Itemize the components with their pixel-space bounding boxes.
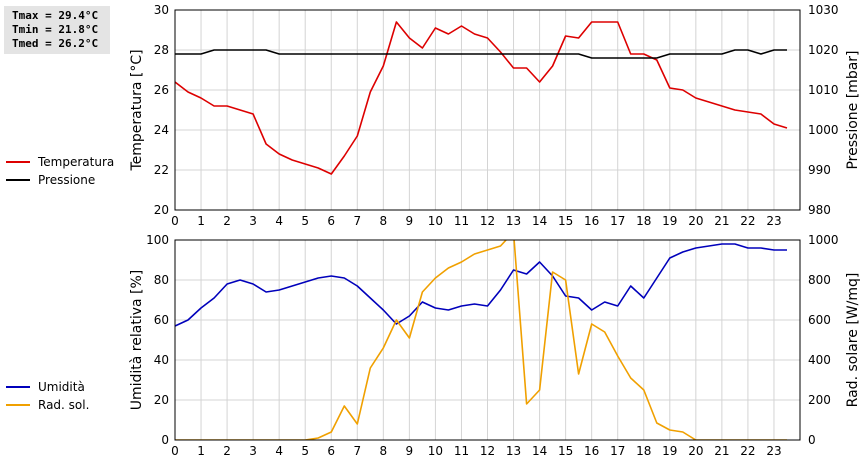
left-tick-label: 100 <box>146 233 169 247</box>
x-tick-label: 11 <box>454 214 469 228</box>
right-tick-label: 1010 <box>808 83 839 97</box>
x-tick-label: 9 <box>406 444 414 458</box>
legend-label: Umidità <box>38 380 85 394</box>
x-tick-label: 23 <box>766 214 781 228</box>
x-tick-label: 15 <box>558 214 573 228</box>
x-tick-label: 19 <box>662 214 677 228</box>
legend-label: Pressione <box>38 173 95 187</box>
x-tick-label: 0 <box>171 444 179 458</box>
x-tick-label: 12 <box>480 444 495 458</box>
stats-box: Tmax = 29.4°C Tmin = 21.8°C Tmed = 26.2°… <box>4 6 110 54</box>
x-tick-label: 17 <box>610 214 625 228</box>
x-tick-label: 3 <box>249 214 257 228</box>
x-tick-label: 21 <box>714 444 729 458</box>
right-tick-label: 1000 <box>808 123 839 137</box>
x-tick-label: 18 <box>636 214 651 228</box>
series-line-umidit <box>175 243 787 327</box>
right-tick-label: 600 <box>808 313 831 327</box>
x-tick-label: 23 <box>766 444 781 458</box>
x-tick-label: 22 <box>740 214 755 228</box>
plot-frame <box>174 239 801 441</box>
x-tick-label: 11 <box>454 444 469 458</box>
left-tick-label: 20 <box>154 203 169 217</box>
x-tick-label: 20 <box>688 444 703 458</box>
right-tick-label: 1020 <box>808 43 839 57</box>
right-tick-label: 990 <box>808 163 831 177</box>
left-tick-label: 40 <box>154 353 169 367</box>
right-tick-label: 1030 <box>808 3 839 17</box>
chart-panel-2: 0 1 2 3 4 5 6 7 8 9 10 11 12 13 14 15 16 17 18 19 20 21 22 2302… <box>6 233 860 458</box>
x-tick-label: 7 <box>353 444 361 458</box>
x-tick-label: 14 <box>532 444 547 458</box>
plot-frame <box>174 9 801 211</box>
right-tick-label: 0 <box>808 433 816 447</box>
x-tick-label: 13 <box>506 444 521 458</box>
legend-label: Rad. sol. <box>38 398 89 412</box>
left-tick-label: 24 <box>154 123 169 137</box>
x-tick-label: 3 <box>249 444 257 458</box>
x-tick-label: 6 <box>327 444 335 458</box>
right-tick-label: 800 <box>808 273 831 287</box>
left-axis-label: Temperatura [°C] <box>129 49 145 171</box>
left-tick-label: 20 <box>154 393 169 407</box>
legend-label: Temperatura <box>37 155 114 169</box>
left-axis-label: Umidità relativa [%] <box>129 270 145 411</box>
x-tick-label: 6 <box>327 214 335 228</box>
right-tick-label: 200 <box>808 393 831 407</box>
left-tick-label: 28 <box>154 43 169 57</box>
series-line-pressione <box>175 49 787 59</box>
left-tick-label: 26 <box>154 83 169 97</box>
x-tick-label: 9 <box>406 214 414 228</box>
x-tick-label: 8 <box>380 444 388 458</box>
x-tick-label: 10 <box>428 214 443 228</box>
x-tick-label: 5 <box>301 214 309 228</box>
tmin-text: Tmin = 21.8°C <box>12 23 99 36</box>
x-tick-label: 14 <box>532 214 547 228</box>
x-tick-label: 2 <box>223 214 231 228</box>
x-tick-label: 15 <box>558 444 573 458</box>
x-tick-label: 4 <box>275 214 283 228</box>
x-tick-label: 21 <box>714 214 729 228</box>
chart-panel-1: 0 1 2 3 4 5 6 7 8 9 10 11 12 13 14 15 16 17 18 19 20 21 22 2320… <box>6 3 860 228</box>
left-tick-label: 22 <box>154 163 169 177</box>
x-tick-label: 2 <box>223 444 231 458</box>
series-line-temperatura <box>175 21 788 175</box>
right-tick-label: 980 <box>808 203 831 217</box>
x-tick-label: 20 <box>688 214 703 228</box>
x-tick-label: 16 <box>584 214 599 228</box>
tmax-text: Tmax = 29.4°C <box>12 9 99 22</box>
x-tick-label: 17 <box>610 444 625 458</box>
x-tick-label: 22 <box>740 444 755 458</box>
x-tick-label: 7 <box>353 214 361 228</box>
x-tick-label: 18 <box>636 444 651 458</box>
tmed-text: Tmed = 26.2°C <box>12 37 99 50</box>
right-axis-label: Pressione [mbar] <box>845 50 860 169</box>
right-axis-label: Rad. solare [W/mq] <box>845 273 860 408</box>
x-tick-label: 12 <box>480 214 495 228</box>
left-tick-label: 30 <box>154 3 169 17</box>
x-tick-label: 19 <box>662 444 677 458</box>
x-tick-label: 0 <box>171 214 179 228</box>
x-tick-label: 10 <box>428 444 443 458</box>
x-tick-label: 13 <box>506 214 521 228</box>
x-tick-label: 1 <box>197 214 205 228</box>
left-tick-label: 80 <box>154 273 169 287</box>
left-tick-label: 60 <box>154 313 169 327</box>
left-tick-label: 0 <box>161 433 169 447</box>
right-tick-label: 400 <box>808 353 831 367</box>
x-tick-label: 1 <box>197 444 205 458</box>
x-tick-label: 5 <box>301 444 309 458</box>
x-tick-label: 16 <box>584 444 599 458</box>
series-line-rad-sol <box>175 240 787 440</box>
right-tick-label: 1000 <box>808 233 839 247</box>
x-tick-label: 8 <box>380 214 388 228</box>
x-tick-label: 4 <box>275 444 283 458</box>
